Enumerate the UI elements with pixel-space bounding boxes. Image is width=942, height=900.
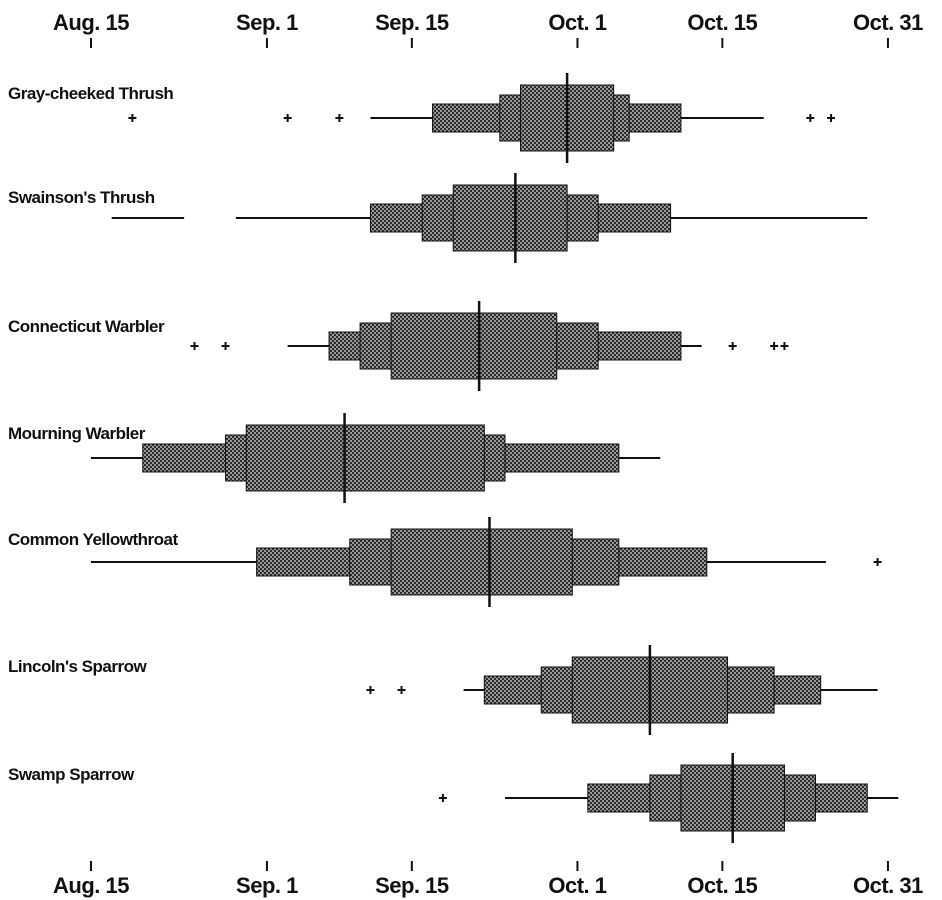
percentile-box-3 — [452, 184, 568, 252]
outlier-point — [438, 794, 447, 802]
outlier-point — [827, 114, 836, 122]
percentile-box-3 — [245, 424, 485, 492]
top-tick-label: Oct. 31 — [853, 10, 923, 35]
top-axis: Aug. 15 Sep. 1 Sep. 15 Oct. 1 Oct. 15 Oct. 31 — [53, 10, 924, 48]
species-rows: Gray-cheeked Thrush Swainson's Thrush Conn… — [8, 73, 899, 843]
species-label: Mourning Warbler — [8, 424, 146, 443]
top-tick-label: Oct. 1 — [548, 10, 606, 35]
outlier-point — [366, 686, 375, 694]
species-row: Mourning Warbler — [8, 413, 661, 503]
bottom-tick-label: Aug. 15 — [53, 873, 129, 898]
species-row: Gray-cheeked Thrush — [8, 73, 836, 163]
outlier-point — [397, 686, 406, 694]
species-row: Lincoln's Sparrow — [8, 645, 878, 735]
bottom-tick-label: Oct. 31 — [853, 873, 923, 898]
species-row: Connecticut Warbler — [8, 301, 789, 391]
species-label: Connecticut Warbler — [8, 317, 165, 336]
bottom-axis: Aug. 15 Sep. 1 Sep. 15 Oct. 1 Oct. 15 Oct. 31 — [53, 861, 924, 898]
species-label: Lincoln's Sparrow — [8, 657, 147, 676]
top-tick-label: Aug. 15 — [53, 10, 129, 35]
species-row: Common Yellowthroat — [8, 517, 882, 607]
species-row: Swamp Sparrow — [8, 753, 899, 843]
top-tick-label: Sep. 1 — [236, 10, 298, 35]
bottom-tick-label: Oct. 1 — [548, 873, 606, 898]
outlier-point — [728, 342, 737, 350]
top-tick-label: Sep. 15 — [375, 10, 449, 35]
percentile-box-3 — [390, 528, 573, 596]
outlier-point — [283, 114, 292, 122]
bottom-tick-label: Oct. 15 — [687, 873, 757, 898]
bottom-tick-label: Sep. 15 — [375, 873, 449, 898]
outlier-point — [770, 342, 779, 350]
species-label: Swainson's Thrush — [8, 188, 155, 207]
top-tick-label: Oct. 15 — [687, 10, 757, 35]
outlier-point — [806, 114, 815, 122]
species-label: Gray-cheeked Thrush — [8, 84, 173, 103]
species-label: Swamp Sparrow — [8, 765, 135, 784]
outlier-point — [873, 558, 882, 566]
outlier-point — [780, 342, 789, 350]
species-label: Common Yellowthroat — [8, 530, 178, 549]
bottom-tick-label: Sep. 1 — [236, 873, 298, 898]
outlier-point — [221, 342, 230, 350]
outlier-point — [128, 114, 137, 122]
outlier-point — [335, 114, 344, 122]
species-row: Swainson's Thrush — [8, 173, 868, 263]
percentile-box-3 — [390, 312, 558, 380]
outlier-point — [190, 342, 199, 350]
